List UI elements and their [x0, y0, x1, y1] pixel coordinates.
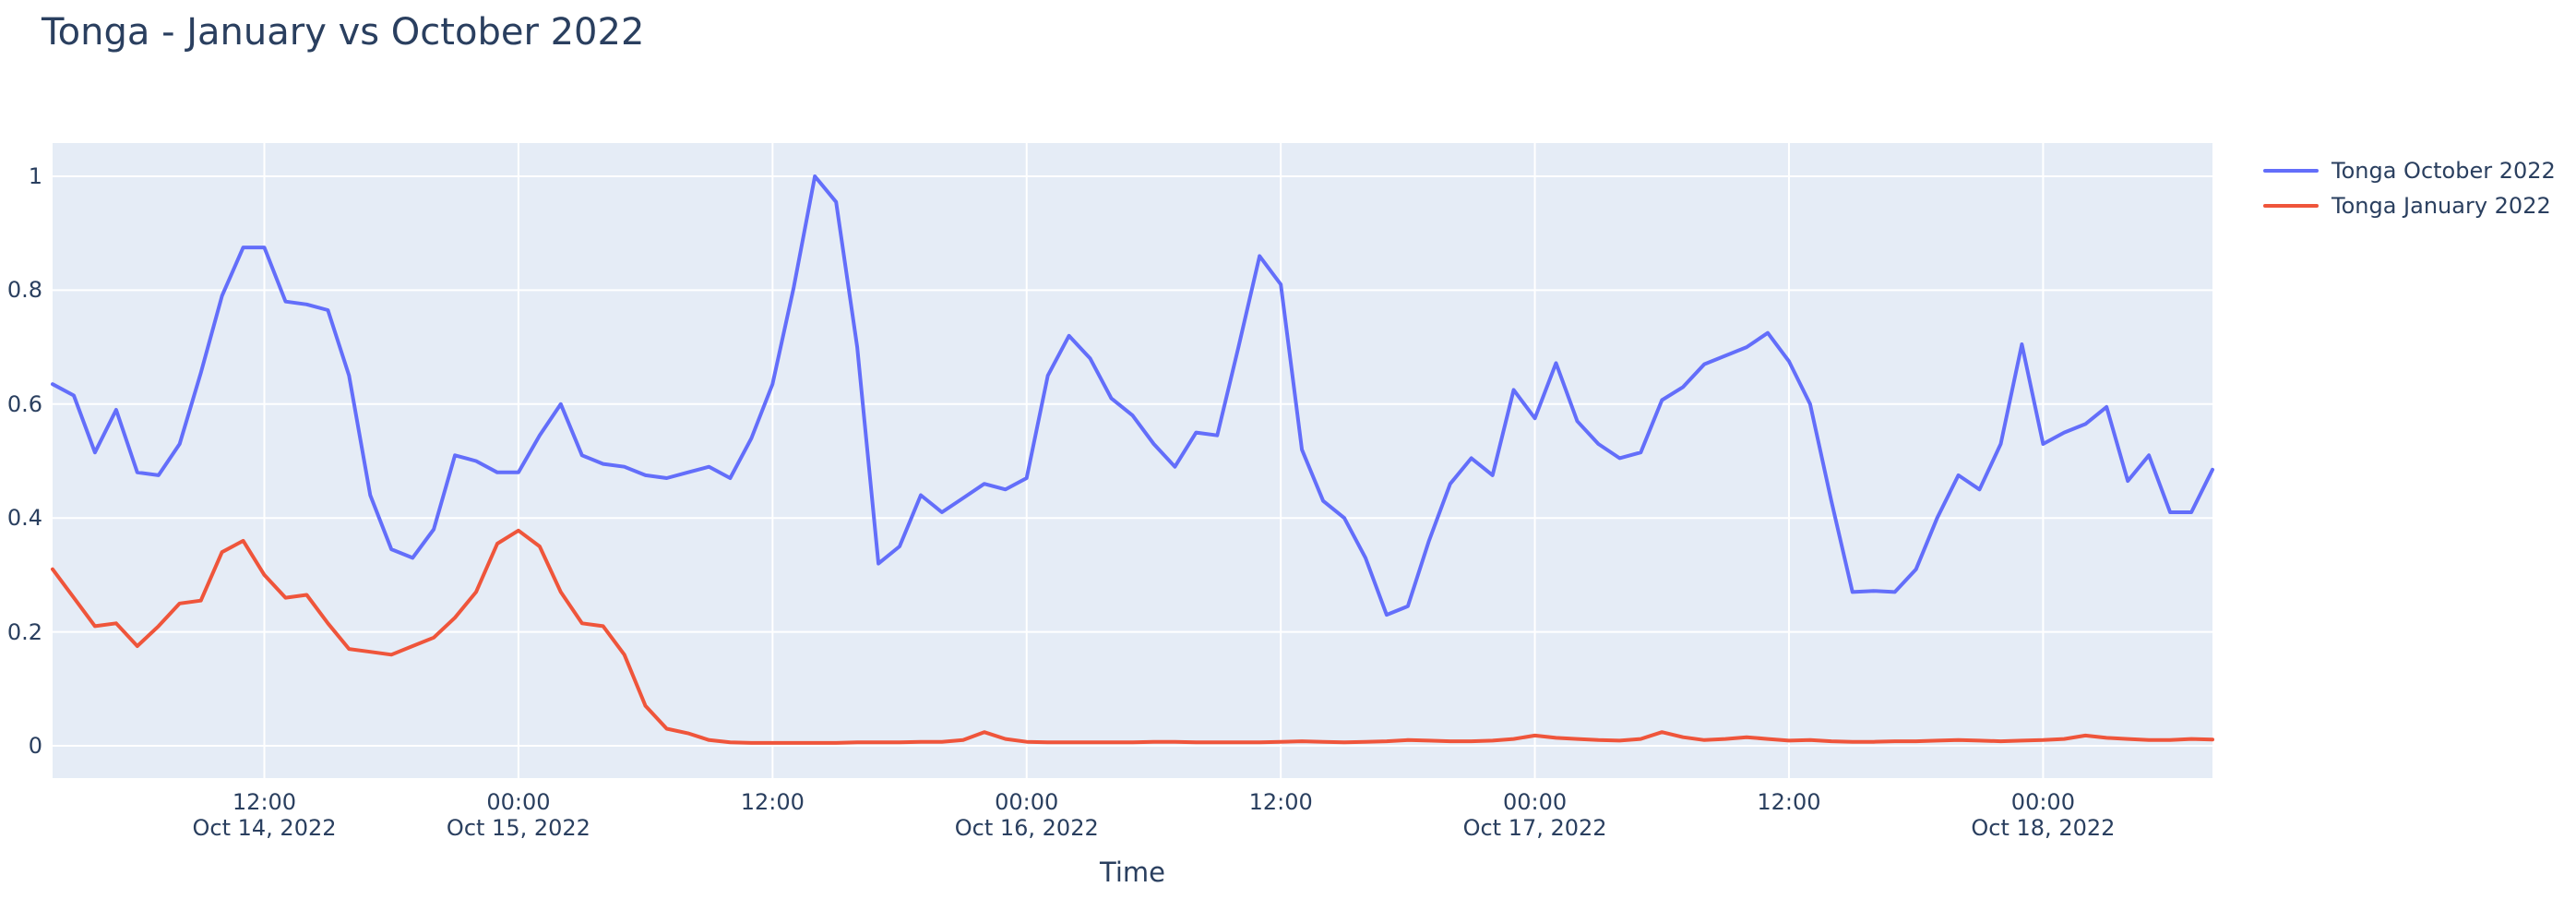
series-line-october[interactable] [51, 174, 2214, 617]
legend-item-january[interactable]: Tonga January 2022 [2263, 188, 2556, 223]
legend-label: Tonga January 2022 [2332, 193, 2551, 219]
x-tick-date: Oct 14, 2022 [192, 815, 337, 841]
x-tick-time: 00:00 [1502, 789, 1568, 815]
y-tick-label: 0 [28, 733, 42, 759]
x-tick-label: 12:00 [1757, 789, 1820, 815]
legend-item-october[interactable]: Tonga October 2022 [2263, 153, 2556, 188]
x-tick-time: 00:00 [995, 789, 1059, 815]
x-tick-date: Oct 17, 2022 [1462, 815, 1607, 841]
plot-area[interactable] [53, 143, 2212, 778]
y-tick-label: 0.4 [6, 505, 42, 532]
legend-line-swatch [2263, 169, 2319, 173]
x-tick-date: Oct 16, 2022 [954, 815, 1099, 841]
x-tick-time: 12:00 [232, 789, 297, 815]
y-tick-label: 0.8 [6, 277, 42, 304]
x-tick-date: Oct 15, 2022 [446, 815, 590, 841]
chart-title: Tonga - January vs October 2022 [42, 11, 645, 54]
x-axis-title: Time [1100, 857, 1165, 888]
x-tick-label: 00:00 Oct 15, 2022 [447, 789, 590, 841]
x-tick-time: 12:00 [1757, 789, 1821, 815]
y-tick-label: 1 [28, 163, 42, 189]
x-tick-label: 00:00 Oct 18, 2022 [1971, 789, 2115, 841]
x-tick-time: 00:00 [2010, 789, 2075, 815]
x-tick-time: 12:00 [1248, 789, 1313, 815]
legend: Tonga October 2022 Tonga January 2022 [2263, 153, 2556, 223]
y-tick-label: 0.2 [6, 618, 42, 645]
x-tick-time: 12:00 [740, 789, 805, 815]
legend-line-swatch [2263, 204, 2319, 208]
x-tick-label: 00:00 Oct 17, 2022 [1463, 789, 1607, 841]
legend-label: Tonga October 2022 [2332, 158, 2556, 184]
x-tick-label: 12:00 [741, 789, 805, 815]
x-tick-time: 00:00 [486, 789, 551, 815]
y-tick-label: 0.6 [6, 390, 42, 417]
x-tick-date: Oct 18, 2022 [1971, 815, 2116, 841]
x-tick-label: 12:00 Oct 14, 2022 [193, 789, 337, 841]
x-tick-label: 12:00 [1249, 789, 1313, 815]
x-tick-label: 00:00 Oct 16, 2022 [955, 789, 1099, 841]
series-line-january[interactable] [51, 528, 2214, 745]
